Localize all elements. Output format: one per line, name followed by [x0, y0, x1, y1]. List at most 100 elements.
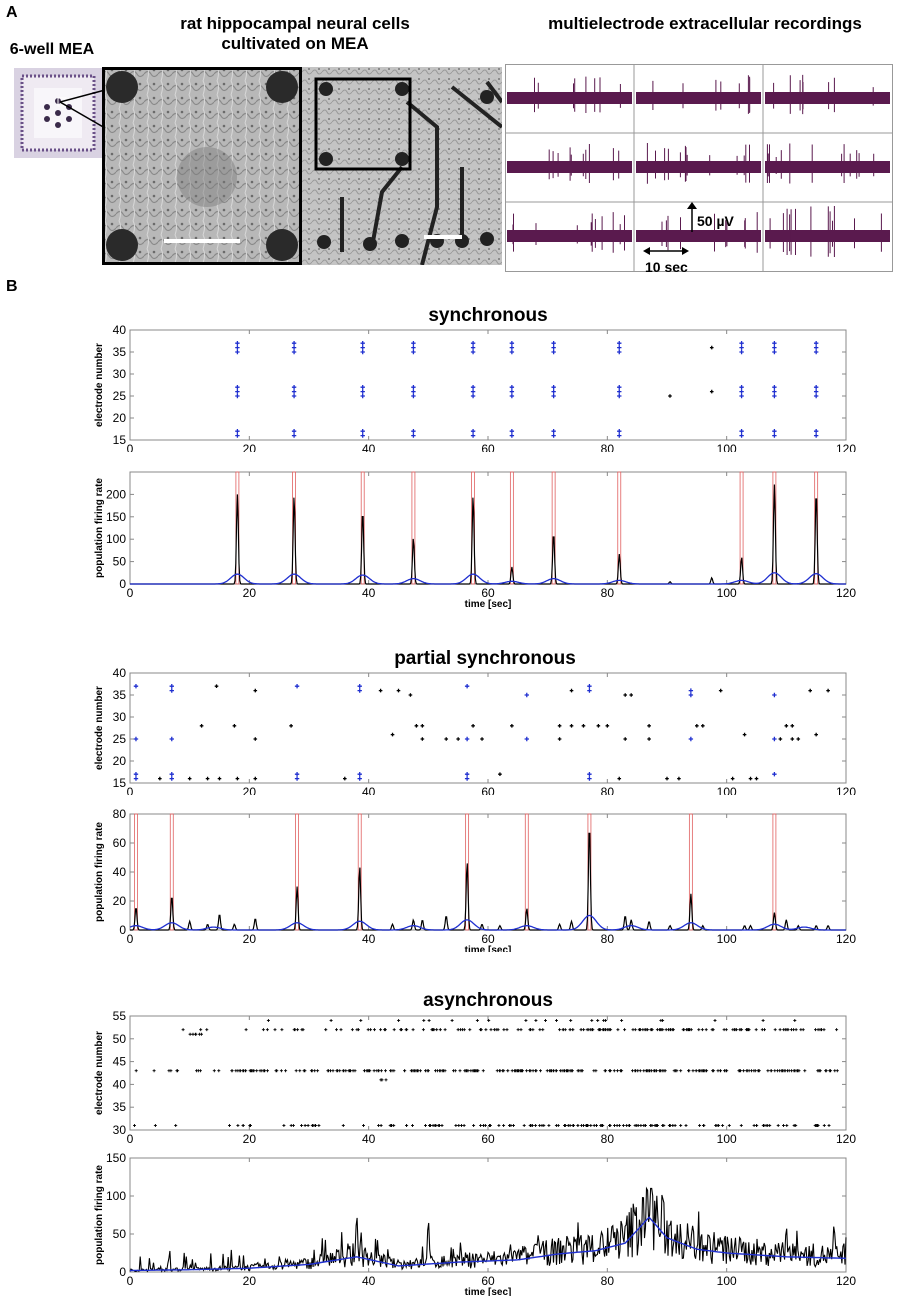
spike-point: [587, 684, 592, 689]
smoothed-rate-line: [129, 914, 846, 931]
spike-point: [677, 776, 681, 781]
spike-point: [464, 736, 470, 742]
x-tick-label: 60: [481, 1132, 495, 1144]
spike-point: [291, 433, 297, 438]
spike-point: [360, 389, 365, 394]
y-tick-label: 40: [113, 1077, 127, 1091]
spike-point: [360, 429, 365, 434]
plot-frame: [129, 329, 847, 441]
spike-point: [470, 429, 476, 434]
spike-point: [665, 776, 669, 781]
spike-point: [739, 393, 744, 399]
chart-title-asynchronous: asynchronous: [423, 990, 553, 1011]
spike-point: [569, 688, 574, 693]
spike-point: [772, 393, 777, 399]
x-tick-label: 80: [601, 1132, 615, 1144]
x-tick-label: 120: [836, 1274, 856, 1288]
spike-point: [509, 341, 515, 346]
x-tick-label: 120: [836, 442, 856, 452]
spike-point: [343, 776, 347, 781]
x-tick-label: 80: [601, 586, 615, 600]
spike-point: [813, 349, 819, 355]
spike-point: [668, 394, 672, 398]
spike-point: [480, 737, 484, 741]
spike-point: [739, 389, 744, 394]
spike-point: [360, 393, 365, 399]
spike-marks: [773, 74, 874, 115]
x-tick-label: 60: [481, 442, 495, 452]
spike-point: [235, 776, 240, 781]
burst-marker: [551, 471, 556, 585]
electrode-row-spikes: [188, 1032, 203, 1036]
spike-point: [509, 385, 515, 390]
x-tick-label: 0: [127, 1274, 134, 1288]
y-tick-label: 0: [119, 577, 126, 591]
y-tick-label: 20: [113, 411, 127, 425]
spike-point: [411, 345, 416, 350]
spike-point: [524, 736, 529, 742]
burst-marker: [360, 471, 365, 585]
burst-marker: [357, 813, 362, 931]
spike-point: [524, 692, 529, 698]
spike-point: [235, 389, 240, 394]
x-tick-label: 20: [243, 586, 257, 600]
time-scale-bar: [643, 247, 689, 255]
y-tick-label: 45: [113, 1055, 127, 1069]
spike-point: [158, 776, 162, 781]
trace-band: [765, 161, 890, 173]
y-tick-label: 35: [113, 688, 127, 702]
spike-point: [456, 737, 460, 741]
spike-point: [291, 345, 297, 350]
spike-point: [551, 341, 556, 346]
burst-marker: [772, 813, 777, 931]
spike-point: [291, 393, 297, 399]
spike-point: [796, 737, 801, 741]
spike-point: [581, 724, 586, 728]
x-tick-label: 20: [243, 442, 257, 452]
spike-point: [688, 736, 694, 742]
spike-point: [509, 389, 515, 394]
y-tick-label: 40: [113, 323, 127, 337]
spike-point: [411, 341, 416, 346]
spike-point: [133, 772, 139, 777]
x-tick-label: 0: [127, 1132, 134, 1144]
y-tick-label: 50: [113, 1227, 127, 1241]
electrode-row-spikes: [133, 1123, 831, 1127]
spike-point: [470, 393, 476, 399]
y-tick-label: 40: [113, 666, 127, 680]
spike-point: [587, 776, 592, 781]
spike-point: [217, 776, 222, 781]
spike-point: [790, 724, 795, 728]
smoothed-rate-line: [129, 1216, 847, 1272]
y-axis-label: electrode number: [94, 1031, 105, 1115]
spike-point: [360, 345, 365, 350]
zoom-connector: [60, 90, 106, 129]
spike-point: [133, 736, 139, 742]
spike-point: [235, 341, 240, 346]
x-tick-label: 120: [836, 1132, 856, 1144]
burst-marker: [465, 813, 470, 931]
spike-point: [420, 724, 425, 728]
x-tick-label: 80: [601, 1274, 615, 1288]
spike-marks: [646, 143, 750, 184]
spike-point: [551, 345, 556, 350]
spike-point: [235, 385, 240, 390]
spike-point: [617, 433, 622, 438]
burst-marker: [134, 813, 138, 931]
spike-point: [235, 393, 240, 399]
microscopy-zoom-image: [102, 67, 302, 265]
spike-marks: [652, 75, 751, 114]
y-axis-label: electrode number: [94, 686, 105, 770]
spike-point: [739, 341, 744, 346]
spike-point: [510, 724, 514, 728]
spike-point: [390, 732, 395, 737]
spike-point: [813, 393, 819, 399]
spike-point: [509, 345, 515, 350]
x-tick-label: 80: [601, 932, 615, 946]
spike-marks: [548, 144, 620, 184]
spike-point: [557, 737, 562, 741]
spike-point: [169, 684, 174, 689]
spike-point: [509, 429, 515, 434]
spike-point: [357, 776, 362, 781]
burst-marker: [411, 471, 416, 585]
